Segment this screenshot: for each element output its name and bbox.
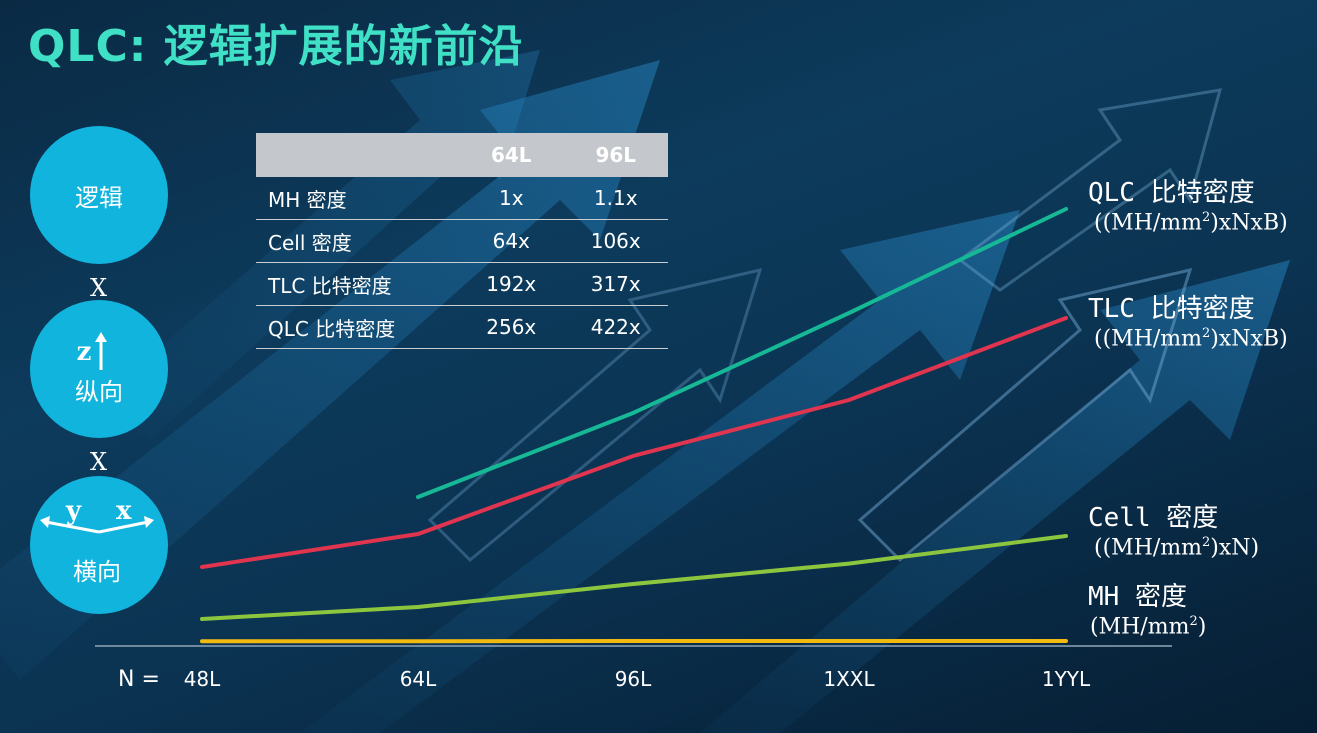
circle-logic-label: 逻辑 xyxy=(75,183,123,212)
circle-vertical: z 纵向 xyxy=(30,300,168,438)
xy-axes-icon xyxy=(40,516,154,534)
table-cell: 1x xyxy=(459,177,564,220)
legend-unit-qlc: ((MH/mm2)xNxB) xyxy=(1094,210,1288,236)
series-line-qlc xyxy=(416,207,1068,499)
table-cell-label: Cell 密度 xyxy=(256,219,460,263)
x-tick-label: 96L xyxy=(614,667,652,691)
legend-label-tlc: TLC 比特密度 xyxy=(1088,294,1255,324)
table-cell: 422x xyxy=(563,305,668,349)
table-row: Cell 密度 64x 106x xyxy=(256,219,668,263)
table-cell: 192x xyxy=(459,262,564,306)
x-tick-label: 64L xyxy=(399,667,437,691)
x-axis-title: N = xyxy=(118,667,160,692)
up-arrow-icon xyxy=(95,331,108,370)
table-cell: 1.1x xyxy=(563,177,668,220)
circle-vertical-label: 纵向 xyxy=(75,377,123,406)
page-title: QLC: 逻辑扩展的新前沿 xyxy=(28,21,524,72)
table-row: MH 密度 1x 1.1x xyxy=(256,177,668,220)
times-sign-1: X xyxy=(90,274,108,302)
table-cell-label: TLC 比特密度 xyxy=(256,262,460,306)
circle-horizontal: y x 横向 xyxy=(30,476,168,614)
legend-unit-cell: ((MH/mm2)xN) xyxy=(1094,535,1260,561)
table-cell-label: MH 密度 xyxy=(256,177,460,220)
table-header-row: 64L 96L xyxy=(256,133,668,177)
x-tick-label: 1YYL xyxy=(1041,667,1091,691)
y-axis-label: y xyxy=(66,496,82,526)
legend-unit-mh: (MH/mm2) xyxy=(1090,614,1207,640)
table-header-empty xyxy=(256,133,460,177)
table-cell: 317x xyxy=(563,262,668,306)
table-cell: 106x xyxy=(563,219,668,263)
times-sign-2: X xyxy=(90,448,108,476)
table-cell: 64x xyxy=(459,219,564,263)
z-axis-label: z xyxy=(76,336,92,367)
table-header-96l: 96L xyxy=(563,133,668,177)
legend-label-qlc: QLC 比特密度 xyxy=(1088,178,1255,208)
table-cell: 256x xyxy=(459,305,564,349)
series-line-tlc xyxy=(200,316,1068,569)
legend-label-cell: Cell 密度 xyxy=(1088,503,1219,533)
x-tick-label: 48L xyxy=(183,667,221,691)
series-line-cell xyxy=(200,534,1068,621)
circle-logic: 逻辑 xyxy=(30,126,168,264)
table-row: QLC 比特密度 256x 422x xyxy=(256,305,668,349)
circle-horizontal-label: 横向 xyxy=(73,558,121,586)
table-row: TLC 比特密度 192x 317x xyxy=(256,262,668,306)
x-tick-label: 1XXL xyxy=(823,667,875,691)
table-cell-label: QLC 比特密度 xyxy=(256,305,460,349)
x-axis-label: x xyxy=(116,496,132,526)
density-table: 64L 96L MH 密度 1x 1.1x Cell 密度 64x 106x T… xyxy=(256,133,668,349)
legend-unit-tlc: ((MH/mm2)xNxB) xyxy=(1094,326,1288,352)
table-header-64l: 64L xyxy=(459,133,564,177)
legend-label-mh: MH 密度 xyxy=(1088,582,1187,612)
